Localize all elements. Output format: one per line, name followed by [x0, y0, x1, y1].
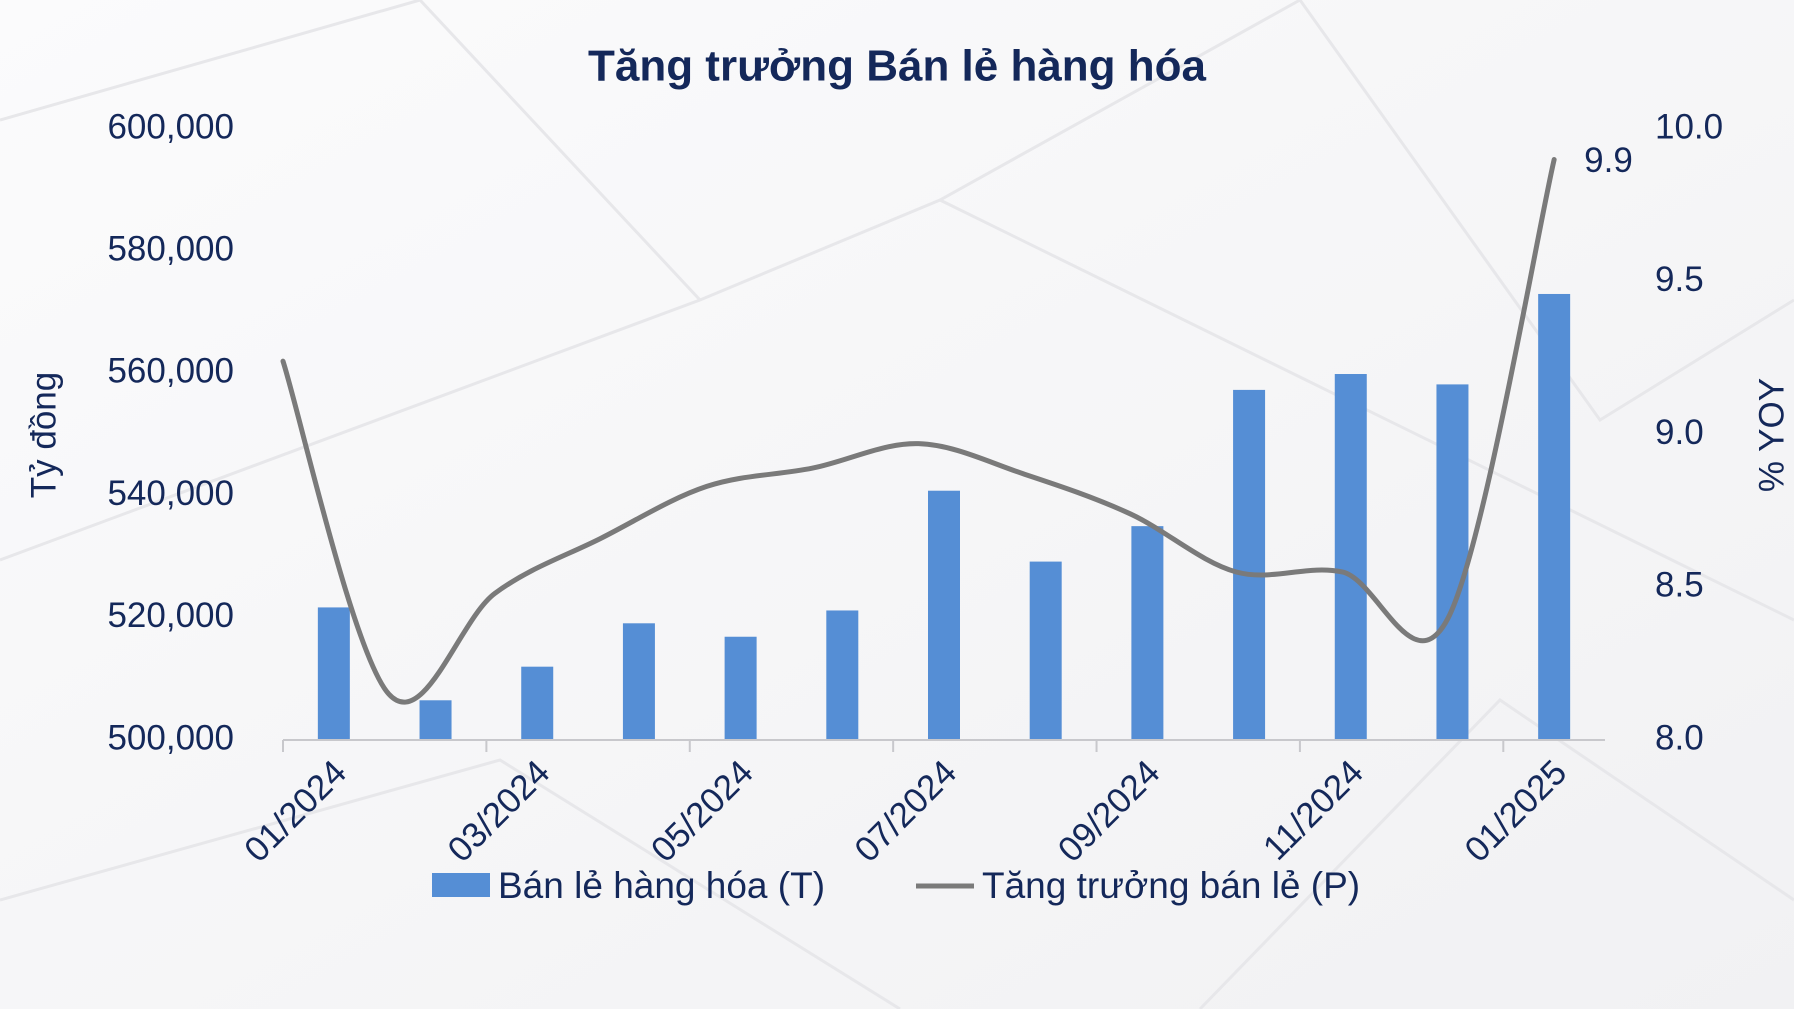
y-tick-label: 600,000 [107, 107, 234, 146]
y-tick-label: 520,000 [107, 596, 234, 635]
y-tick-label: 500,000 [107, 718, 234, 757]
legend-label: Tăng trưởng bán lẻ (P) [982, 865, 1360, 906]
bar [1334, 374, 1367, 740]
y2-tick-label: 10.0 [1655, 107, 1723, 146]
chart-title: Tăng trưởng Bán lẻ hàng hóa [588, 42, 1207, 91]
y2-tick-label: 8.0 [1655, 718, 1704, 757]
y-tick-label: 540,000 [107, 474, 234, 513]
bar [724, 636, 757, 740]
bar [928, 490, 960, 740]
bar [826, 610, 859, 740]
y-tick-label: 580,000 [107, 229, 234, 268]
bar [317, 607, 350, 740]
y2-tick-label: 9.5 [1655, 260, 1704, 299]
legend-swatch [432, 873, 490, 897]
y2-tick-label: 9.0 [1655, 413, 1704, 452]
y-axis-label: Tỷ đồng [24, 372, 63, 498]
data-label: 9.9 [1584, 141, 1633, 180]
bar [1131, 526, 1164, 740]
line [280, 157, 1557, 705]
bar [622, 623, 655, 740]
y2-axis-label: % YOY [1752, 378, 1791, 492]
legend-label: Bán lẻ hàng hóa (T) [498, 865, 825, 906]
bar [1233, 389, 1266, 740]
bar [1538, 293, 1571, 740]
bar [1029, 561, 1062, 740]
y-tick-label: 560,000 [107, 352, 234, 391]
y2-tick-label: 8.5 [1655, 566, 1704, 605]
bar [1436, 384, 1469, 740]
bar [521, 666, 554, 740]
bar [419, 700, 452, 740]
